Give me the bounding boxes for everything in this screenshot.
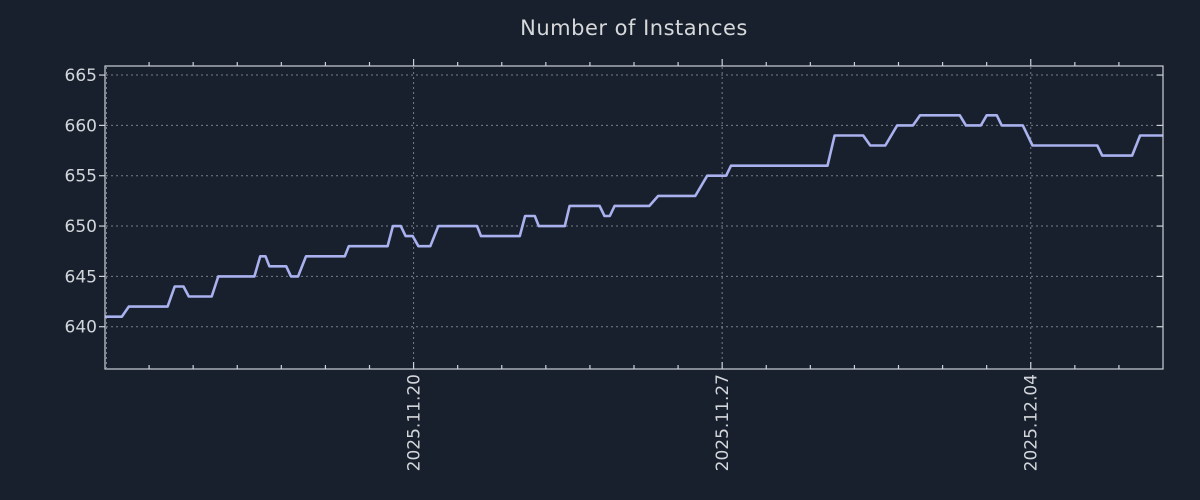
y-axis-tick-label: 665 [65,66,97,86]
y-axis-tick-label: 655 [65,167,97,187]
x-axis-tick-label: 2025.11.27 [713,374,733,471]
y-axis-tick-label: 645 [65,267,97,287]
y-axis-tick-label: 640 [65,318,97,338]
y-axis-tick-label: 650 [65,217,97,237]
y-axis-tick-label: 660 [65,116,97,136]
x-axis-tick-label: 2025.11.20 [405,374,425,471]
x-axis-tick-label: 2025.12.04 [1022,374,1042,471]
series-line-instances [105,114,1163,319]
plot-frame [104,65,1164,370]
chart-title: Number of Instances [520,16,748,40]
